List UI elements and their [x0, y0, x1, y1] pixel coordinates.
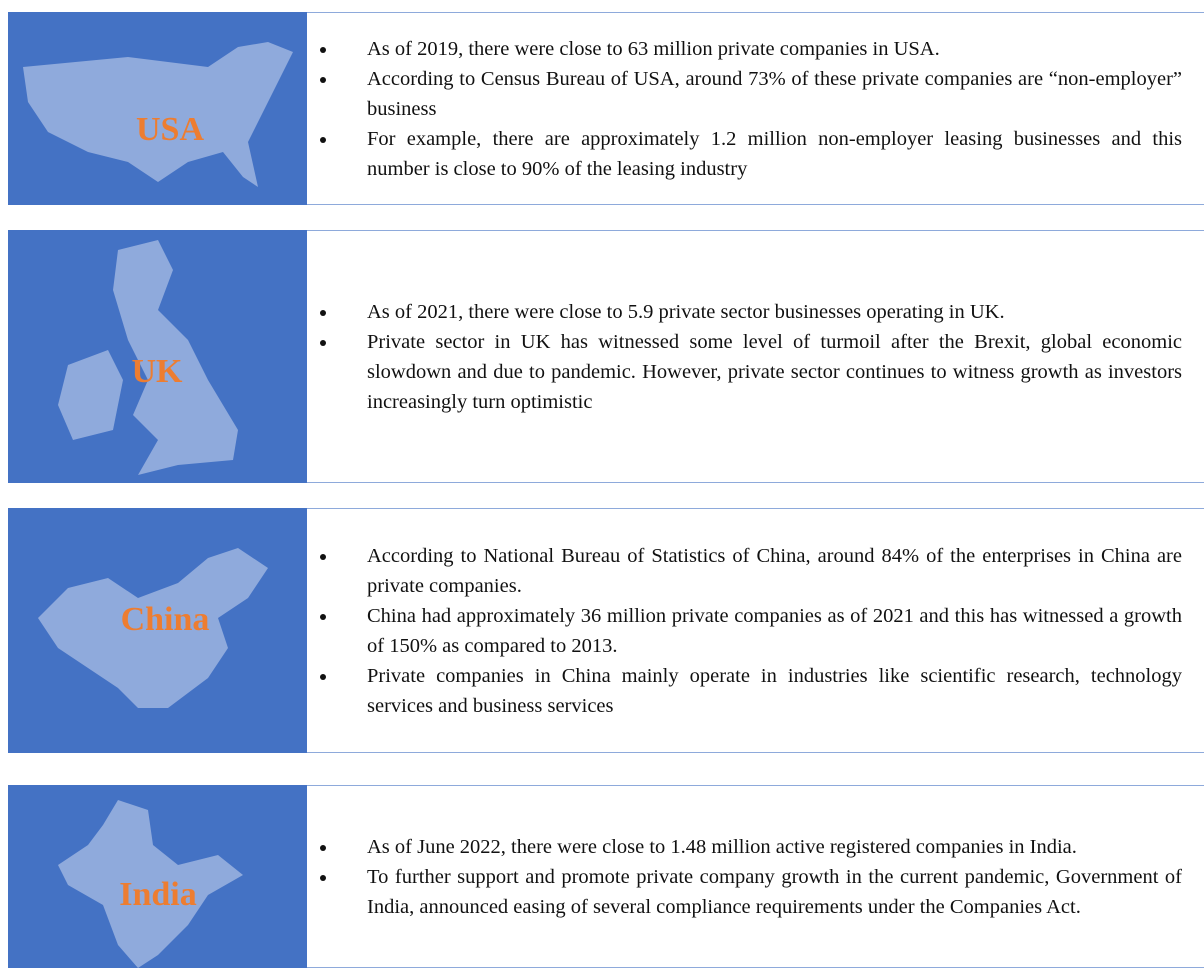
bullet-item: According to Census Bureau of USA, aroun… [320, 64, 1182, 124]
country-label: USA [135, 111, 205, 148]
country-map [58, 240, 238, 475]
text-panel: As of 2021, there were close to 5.9 priv… [307, 230, 1204, 483]
bullet-item: As of 2021, there were close to 5.9 priv… [320, 297, 1182, 327]
bullet-item: Private companies in China mainly operat… [320, 661, 1182, 721]
country-label: India [119, 876, 197, 913]
text-panel: As of 2019, there were close to 63 milli… [307, 12, 1204, 205]
country-panel: USA As of 2019, there were close to 63 mi… [8, 12, 1204, 205]
bullet-list: As of June 2022, there were close to 1.4… [307, 832, 1204, 922]
bullet-item: To further support and promote private c… [320, 862, 1182, 922]
country-panel: China According to National Bureau of Sta… [8, 508, 1204, 753]
country-label: UK [131, 353, 183, 390]
country-panel: India As of June 2022, there were close t… [8, 785, 1204, 968]
text-panel: As of June 2022, there were close to 1.4… [307, 785, 1204, 968]
country-map [58, 800, 243, 968]
country-label: China [120, 601, 210, 638]
bullet-item: As of 2019, there were close to 63 milli… [320, 34, 1182, 64]
bullet-list: According to National Bureau of Statisti… [307, 541, 1204, 721]
country-map [38, 548, 268, 708]
country-box: USA [8, 12, 307, 205]
bullet-item: For example, there are approximately 1.2… [320, 124, 1182, 184]
bullet-item: Private sector in UK has witnessed some … [320, 327, 1182, 417]
bullet-list: As of 2019, there were close to 63 milli… [307, 34, 1204, 184]
country-box: India [8, 785, 307, 968]
map-shape [38, 548, 268, 708]
country-map [23, 42, 293, 187]
text-panel: According to National Bureau of Statisti… [307, 508, 1204, 753]
bullet-list: As of 2021, there were close to 5.9 priv… [307, 297, 1204, 417]
map-shape [58, 350, 123, 440]
bullet-item: China had approximately 36 million priva… [320, 601, 1182, 661]
bullet-item: As of June 2022, there were close to 1.4… [320, 832, 1182, 862]
country-box: China [8, 508, 307, 753]
map-shape [23, 42, 293, 187]
country-box: UK [8, 230, 307, 483]
map-shape [113, 240, 238, 475]
country-panel: UK As of 2021, there were close to 5.9 pr… [8, 230, 1204, 483]
map-shape [58, 800, 243, 968]
bullet-item: According to National Bureau of Statisti… [320, 541, 1182, 601]
